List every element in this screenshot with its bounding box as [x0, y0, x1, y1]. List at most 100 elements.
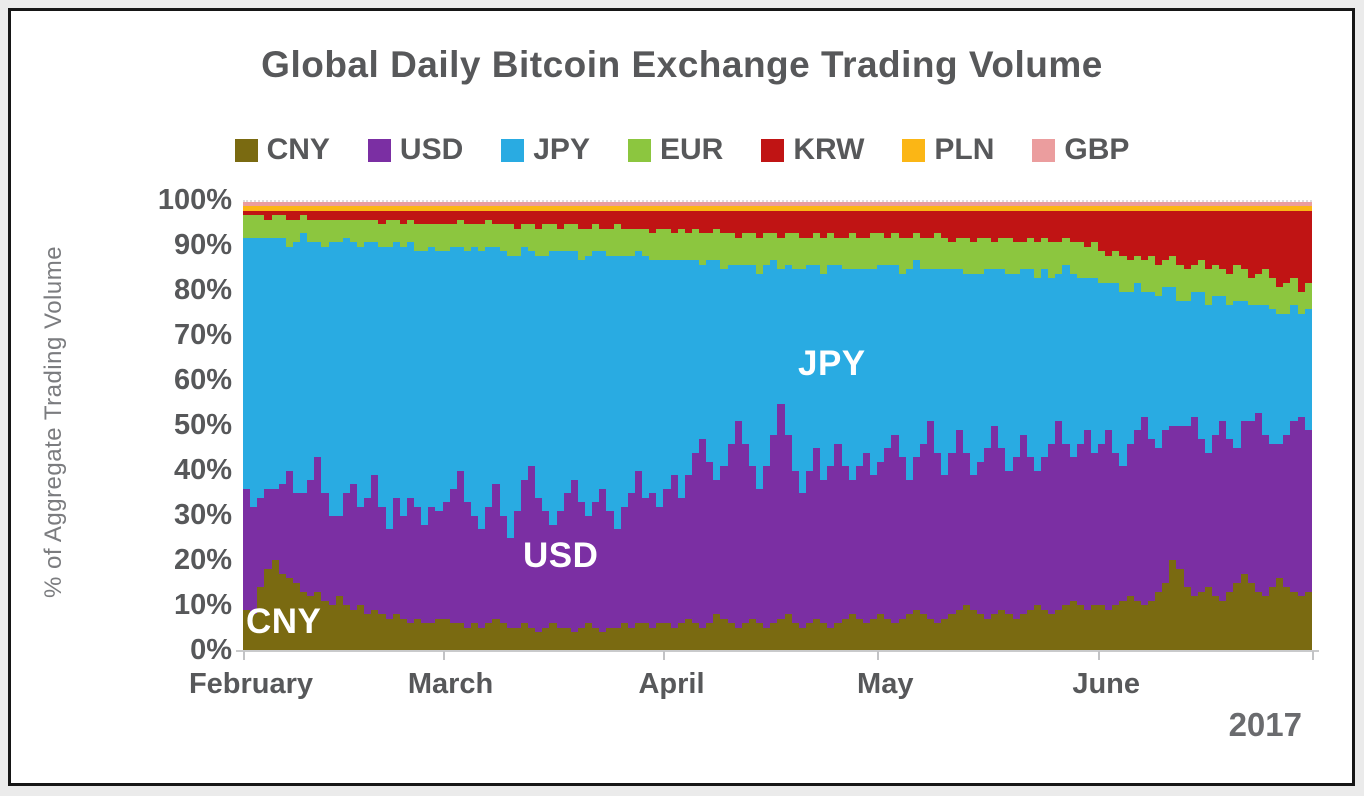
segment-pln: [1290, 206, 1298, 211]
segment-jpy: [756, 273, 764, 489]
segment-usd: [421, 524, 429, 624]
segment-cny: [321, 600, 329, 650]
bar-day-150: [1304, 202, 1312, 650]
bar-day-47: [570, 202, 578, 650]
segment-jpy: [684, 260, 692, 476]
segment-cny: [513, 627, 521, 650]
segment-eur: [948, 242, 956, 270]
segment-pln: [435, 206, 443, 211]
segment-cny: [1005, 614, 1013, 650]
segment-eur: [1226, 273, 1234, 306]
segment-jpy: [713, 260, 721, 480]
segment-pln: [1155, 206, 1163, 211]
segment-usd: [1297, 416, 1305, 597]
segment-eur: [1026, 237, 1034, 270]
segment-gbp: [357, 202, 365, 207]
segment-krw: [1140, 210, 1148, 261]
segment-gbp: [1155, 202, 1163, 207]
segment-cny: [1233, 582, 1241, 650]
segment-eur: [577, 228, 585, 261]
segment-jpy: [962, 273, 970, 453]
segment-pln: [634, 206, 642, 211]
segment-cny: [1204, 587, 1212, 650]
bar-day-24: [406, 202, 414, 650]
segment-krw: [421, 210, 429, 225]
segment-pln: [820, 206, 828, 211]
segment-gbp: [1247, 202, 1255, 207]
segment-eur: [1112, 251, 1120, 283]
segment-usd: [321, 493, 329, 601]
legend-swatch-jpy: [501, 138, 525, 162]
segment-pln: [720, 206, 728, 211]
legend-item-usd: USD: [367, 133, 463, 167]
segment-jpy: [563, 251, 571, 494]
segment-jpy: [748, 264, 756, 467]
segment-krw: [463, 210, 471, 225]
segment-pln: [884, 206, 892, 211]
segment-gbp: [1183, 202, 1191, 207]
segment-usd: [449, 488, 457, 624]
segment-pln: [1254, 206, 1262, 211]
segment-gbp: [969, 202, 977, 207]
segment-pln: [1212, 206, 1220, 211]
segment-jpy: [328, 242, 336, 516]
segment-krw: [998, 210, 1006, 238]
segment-krw: [741, 210, 749, 234]
segment-cny: [763, 627, 771, 650]
segment-gbp: [556, 202, 564, 207]
segment-eur: [328, 219, 336, 243]
segment-gbp: [1162, 202, 1170, 207]
segment-eur: [250, 215, 258, 238]
bar-day-104: [976, 202, 984, 650]
segment-gbp: [435, 202, 443, 207]
segment-jpy: [321, 246, 329, 494]
segment-krw: [250, 210, 258, 216]
segment-eur: [898, 237, 906, 274]
bar-day-113: [1041, 202, 1049, 650]
segment-eur: [1219, 269, 1227, 297]
segment-jpy: [706, 260, 714, 462]
segment-krw: [706, 210, 714, 234]
segment-jpy: [862, 269, 870, 453]
segment-cny: [941, 618, 949, 650]
segment-gbp: [976, 202, 984, 207]
bar-day-135: [1197, 202, 1205, 650]
segment-pln: [378, 206, 386, 211]
segment-gbp: [1133, 202, 1141, 207]
segment-gbp: [827, 202, 835, 207]
legend-label: GBP: [1064, 133, 1130, 166]
y-tick-label: 0%: [190, 634, 232, 666]
segment-krw: [1126, 210, 1134, 261]
segment-usd: [285, 470, 293, 579]
segment-jpy: [677, 260, 685, 498]
segment-cny: [307, 596, 315, 650]
segment-eur: [855, 237, 863, 270]
segment-pln: [1269, 206, 1277, 211]
segment-usd: [791, 470, 799, 624]
bar-day-105: [984, 202, 992, 650]
segment-cny: [805, 623, 813, 650]
segment-krw: [948, 210, 956, 243]
segment-pln: [927, 206, 935, 211]
segment-gbp: [463, 202, 471, 207]
segment-eur: [1240, 269, 1248, 301]
segment-jpy: [805, 264, 813, 471]
segment-pln: [1005, 206, 1013, 211]
segment-eur: [1283, 282, 1291, 314]
segment-eur: [1212, 264, 1220, 297]
segment-krw: [777, 210, 785, 238]
segment-krw: [1240, 210, 1248, 270]
segment-usd: [656, 506, 664, 624]
segment-usd: [941, 475, 949, 619]
bar-day-39: [513, 202, 521, 650]
legend-swatch-pln: [902, 138, 926, 162]
segment-cny: [1062, 605, 1070, 650]
bar-day-5: [271, 202, 279, 650]
segment-gbp: [898, 202, 906, 207]
bar-day-17: [357, 202, 365, 650]
segment-jpy: [784, 264, 792, 435]
segment-eur: [264, 219, 272, 238]
segment-gbp: [813, 202, 821, 207]
segment-eur: [292, 219, 300, 243]
segment-usd: [798, 493, 806, 628]
